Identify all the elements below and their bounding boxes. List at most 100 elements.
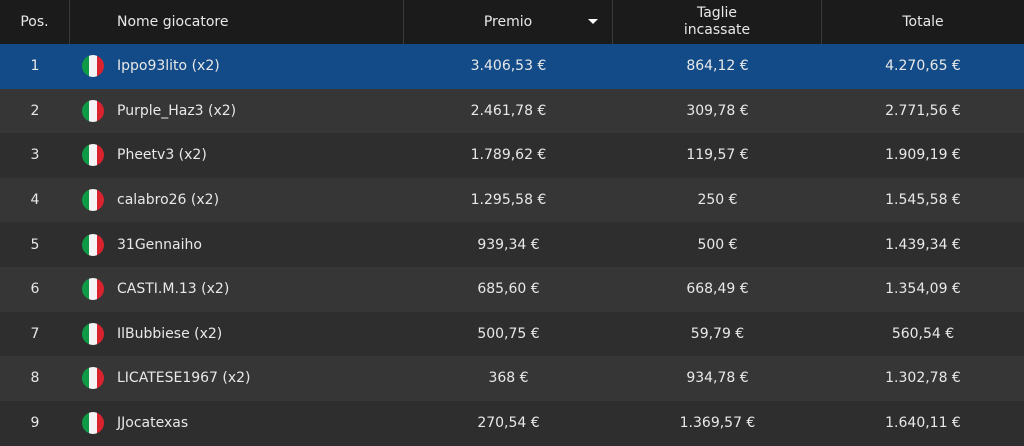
flag-icon [82, 55, 104, 78]
table-cell: 2.461,78 € [404, 89, 613, 134]
cell-text: IlBubbiese (x2) [117, 325, 223, 342]
table-cell: 560,54 € [822, 312, 1024, 357]
table-cell: 1.354,09 € [822, 267, 1024, 312]
table-cell: 1.640,11 € [822, 401, 1024, 446]
table-row[interactable]: 5 31Gennaiho 939,34 € 500 € 1.439,34 € [0, 222, 1024, 267]
header-cell: Pos. [0, 0, 70, 44]
table-cell: IlBubbiese (x2) [70, 312, 404, 357]
table-cell: 1.302,78 € [822, 356, 1024, 401]
header-label: Premio [483, 14, 533, 30]
table-cell: 1.439,34 € [822, 222, 1024, 267]
cell-text: 1.640,11 € [885, 415, 961, 432]
table-cell: 1.545,58 € [822, 178, 1024, 223]
cell-text: 5 [30, 236, 40, 253]
cell-text: 500,75 € [477, 325, 540, 342]
table-cell: 5 [0, 222, 70, 267]
table-cell: 31Gennaiho [70, 222, 404, 267]
cell-text: 250 € [697, 192, 738, 209]
table-cell: 3 [0, 133, 70, 178]
table-cell: 864,12 € [613, 44, 822, 89]
table-cell: calabro26 (x2) [70, 178, 404, 223]
table-cell: 9 [0, 401, 70, 446]
cell-text: 3.406,53 € [470, 58, 547, 75]
cell-text: 270,54 € [477, 415, 540, 432]
table-row[interactable]: 9 JJocatexas 270,54 € 1.369,57 € 1.640,11 € [0, 400, 1024, 446]
table-row[interactable]: 4 calabro26 (x2) 1.295,58 € 250 € 1.545,58 € [0, 177, 1024, 223]
table-cell: 668,49 € [613, 267, 822, 312]
table-cell: 1.369,57 € [613, 401, 822, 446]
table-cell: 4.270,65 € [822, 44, 1024, 89]
table-cell: 685,60 € [404, 267, 613, 312]
cell-text: 685,60 € [477, 281, 540, 298]
header-cell: Taglie incassate [613, 0, 822, 44]
cell-text: 1.439,34 € [885, 236, 961, 253]
table-cell: CASTI.M.13 (x2) [70, 267, 404, 312]
table-cell: 1.295,58 € [404, 178, 613, 223]
table-cell: 500 € [613, 222, 822, 267]
cell-text: 1 [30, 58, 40, 75]
table-cell: 939,34 € [404, 222, 613, 267]
table-cell: 4 [0, 178, 70, 223]
flag-icon [82, 233, 104, 256]
cell-text: 2.771,56 € [885, 102, 961, 119]
cell-text: 2 [30, 102, 40, 119]
table-cell: Pheetv3 (x2) [70, 133, 404, 178]
table-cell: Ippo93lito (x2) [70, 44, 404, 89]
cell-text: Purple_Haz3 (x2) [117, 102, 237, 119]
cell-text: 1.369,57 € [679, 415, 756, 432]
cell-text: 1.302,78 € [885, 370, 961, 387]
table-row[interactable]: 7 IlBubbiese (x2) 500,75 € 59,79 € 560,54 € [0, 311, 1024, 357]
header-label: Nome giocatore [117, 14, 229, 30]
table-cell: 7 [0, 312, 70, 357]
flag-icon [82, 367, 104, 390]
cell-text: calabro26 (x2) [117, 192, 220, 209]
table-cell: 250 € [613, 178, 822, 223]
table-row[interactable]: 3 Pheetv3 (x2) 1.789,62 € 119,57 € 1.909,19 … [0, 133, 1024, 178]
table-cell: 934,78 € [613, 356, 822, 401]
cell-text: 119,57 € [686, 147, 749, 164]
flag-icon [82, 144, 104, 167]
table-row[interactable]: 6 CASTI.M.13 (x2) 685,60 € 668,49 € 1.354,09… [0, 266, 1024, 312]
cell-text: 7 [30, 325, 40, 342]
cell-text: 934,78 € [686, 370, 749, 387]
table-cell: 368 € [404, 356, 613, 401]
cell-text: 560,54 € [891, 325, 955, 342]
cell-text: JJocatexas [117, 415, 189, 432]
cell-text: 1.789,62 € [470, 147, 547, 164]
cell-text: 500 € [697, 236, 738, 253]
header-label: Pos. [20, 14, 49, 30]
table-cell: 6 [0, 267, 70, 312]
header-row: Pos. Nome giocatore Premio Taglie incassate… [0, 0, 1024, 44]
table-cell: 309,78 € [613, 89, 822, 134]
table-cell: 8 [0, 356, 70, 401]
cell-text: LICATESE1967 (x2) [117, 370, 251, 387]
table-cell: 500,75 € [404, 312, 613, 357]
cell-text: 6 [30, 281, 40, 298]
cell-text: 3 [30, 147, 40, 164]
table-cell: 119,57 € [613, 133, 822, 178]
flag-icon [82, 189, 104, 212]
cell-text: Pheetv3 (x2) [117, 147, 207, 164]
header-cell[interactable]: Premio [404, 0, 613, 44]
cell-text: 1.545,58 € [885, 192, 961, 209]
flag-icon [82, 322, 104, 345]
cell-text: 2.461,78 € [470, 102, 547, 119]
sort-arrow [588, 19, 598, 24]
header-label: Totale [902, 14, 944, 30]
table-cell: JJocatexas [70, 401, 404, 446]
table-row[interactable]: 2 Purple_Haz3 (x2) 2.461,78 € 309,78 € 2.771… [0, 88, 1024, 134]
cell-text: 939,34 € [477, 236, 540, 253]
table-row[interactable]: 8 LICATESE1967 (x2) 368 € 934,78 € 1.302,78 … [0, 356, 1024, 401]
cell-text: 1.295,58 € [470, 192, 547, 209]
cell-text: 1.354,09 € [885, 281, 961, 298]
cell-text: 368 € [488, 370, 529, 387]
cell-text: 864,12 € [686, 58, 749, 75]
cell-text: 309,78 € [686, 102, 749, 119]
table-cell: 2.771,56 € [822, 89, 1024, 134]
header-cell: Nome giocatore [70, 0, 404, 44]
table-cell: 59,79 € [613, 312, 822, 357]
table-row[interactable]: 1 Ippo93lito (x2) 3.406,53 € 864,12 € 4.270,… [0, 44, 1024, 89]
flag-icon [82, 99, 104, 122]
